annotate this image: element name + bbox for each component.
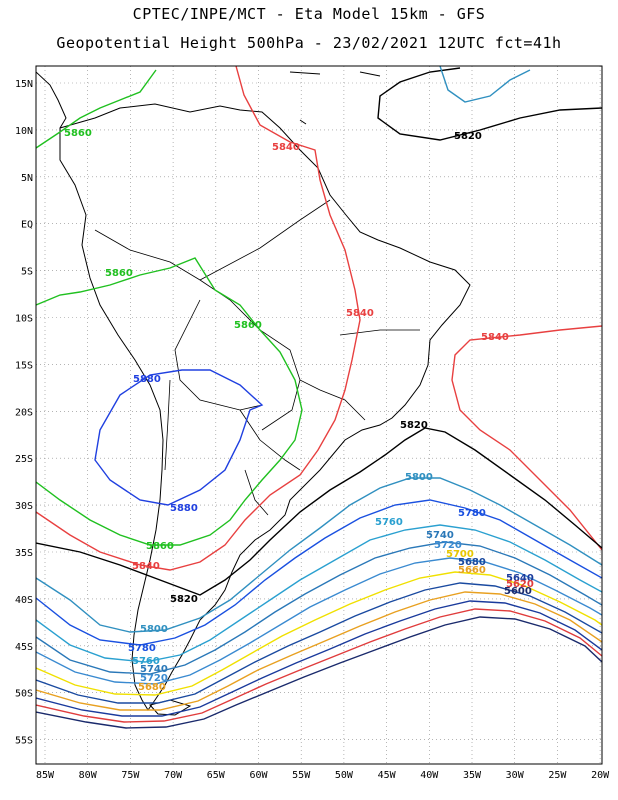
caribbean-islands (289, 71, 381, 125)
lat-tick-label: 5N (21, 173, 33, 184)
contour-label-5860-c: 5860 (234, 320, 262, 331)
contour-label-5840-c: 5840 (481, 332, 509, 343)
contour-5740-line (36, 541, 602, 675)
contour-label-5780-b: 5780 (128, 643, 156, 654)
contour-label-5740-a: 5740 (426, 530, 454, 541)
contour-label-5720-a: 5720 (434, 540, 462, 551)
contour-5620-line (36, 608, 602, 723)
contour-label-5840-b: 5840 (346, 308, 374, 319)
chart-title-line-1: CPTEC/INPE/MCT - Eta Model 15km - GFS (132, 5, 486, 23)
contour-label-5860-a: 5860 (64, 128, 92, 139)
latitude-tick-labels: 15N 10N 5N EQ 5S 10S 15S 20S 25S 30S 35S 40S 45S 50S 5… (15, 79, 33, 747)
height-contours (36, 66, 602, 729)
contour-label-5860-d: 5860 (146, 541, 174, 552)
lon-tick-label: 70W (164, 770, 183, 781)
contour-label-5760-a: 5760 (375, 517, 403, 528)
lon-tick-label: 60W (249, 770, 268, 781)
contour-label-5860-b: 5860 (105, 268, 133, 279)
contour-label-5680-a: 5680 (458, 557, 486, 568)
lon-tick-label: 80W (79, 770, 98, 781)
lat-tick-label: 55S (15, 736, 33, 747)
lat-tick-label: EQ (21, 220, 33, 231)
coastlines (36, 71, 471, 716)
contour-label-5620-a: 5620 (506, 579, 534, 590)
contour-label-5660-a: 5660 (458, 565, 486, 576)
contour-5760-line (36, 524, 602, 663)
contour-labels: 5860 5860 5860 5860 5880 5880 5840 5840 … (64, 128, 534, 693)
contour-5700-line (36, 571, 602, 696)
lat-tick-label: 5S (21, 267, 33, 278)
chart-title-line-2: Geopotential Height 500hPa - 23/02/2021 … (56, 34, 562, 52)
contour-label-5680-b: 5680 (138, 682, 166, 693)
contour-5800-line (36, 66, 602, 633)
contour-label-5840-a: 5840 (272, 142, 300, 153)
contour-label-5880-b: 5880 (170, 503, 198, 514)
contour-5680-line (36, 582, 602, 704)
lon-tick-label: 75W (121, 770, 140, 781)
contour-5880-line (94, 369, 264, 506)
graticule (36, 66, 602, 764)
lat-tick-label: 30S (15, 501, 33, 512)
contour-label-5780-a: 5780 (458, 508, 486, 519)
longitude-tick-labels: 85W 80W 75W 70W 65W 60W 55W 50W 45W 40W 35W 30W 25W 2… (36, 770, 610, 781)
south-america-coastline (59, 103, 471, 711)
map-frame (35, 65, 603, 765)
contour-label-5760-b: 5760 (132, 656, 160, 667)
lat-tick-label: 10N (15, 126, 33, 137)
lon-tick-label: 35W (463, 770, 482, 781)
contour-label-5820-a: 5820 (454, 131, 482, 142)
lon-tick-label: 40W (420, 770, 439, 781)
contour-5660-line (36, 591, 602, 711)
lat-tick-label: 20S (15, 407, 33, 418)
contour-5840-line (36, 66, 602, 571)
lat-tick-label: 15N (15, 79, 33, 90)
contour-5600-line (36, 616, 602, 729)
contour-5820-line (36, 67, 602, 596)
lat-tick-label: 35S (15, 548, 33, 559)
lat-tick-label: 40S (15, 595, 33, 606)
contour-label-5800-a: 5800 (405, 472, 433, 483)
contour-label-5820-b: 5820 (400, 420, 428, 431)
contour-label-5840-d: 5840 (132, 561, 160, 572)
lon-tick-label: 25W (548, 770, 567, 781)
lon-tick-label: 45W (378, 770, 397, 781)
contour-5640-line (36, 600, 602, 717)
lon-tick-label: 65W (207, 770, 226, 781)
contour-label-5740-b: 5740 (140, 664, 168, 675)
contour-label-5640-a: 5640 (506, 573, 534, 584)
contour-5780-line (36, 499, 602, 646)
lon-tick-label: 50W (335, 770, 354, 781)
contour-label-5720-b: 5720 (140, 673, 168, 684)
lon-tick-label: 85W (36, 770, 55, 781)
contour-label-5820-c: 5820 (170, 594, 198, 605)
country-borders (94, 199, 420, 516)
contour-5720-line (36, 557, 602, 685)
lon-tick-label: 20W (591, 770, 610, 781)
contour-label-5700-a: 5700 (446, 549, 474, 560)
lat-tick-label: 10S (15, 314, 33, 325)
lat-tick-label: 25S (15, 454, 33, 465)
contour-label-5880-a: 5880 (133, 374, 161, 385)
contour-label-5600-a: 5600 (504, 586, 532, 597)
central-america-coast (36, 71, 67, 129)
lat-tick-label: 15S (15, 360, 33, 371)
lat-tick-label: 50S (15, 689, 33, 700)
lon-tick-label: 30W (506, 770, 525, 781)
lat-tick-label: 45S (15, 642, 33, 653)
lon-tick-label: 55W (292, 770, 311, 781)
contour-5860-line (36, 69, 303, 546)
contour-label-5800-b: 5800 (140, 624, 168, 635)
